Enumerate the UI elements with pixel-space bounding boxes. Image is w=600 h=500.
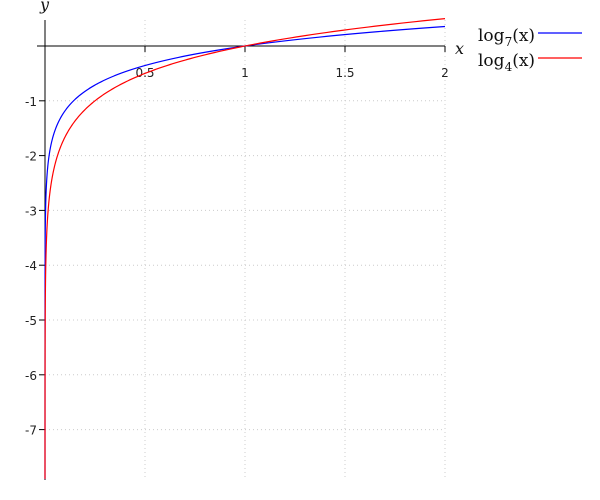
legend-label-base: log [478,51,505,71]
y-axis-label: y [39,0,50,14]
legend: log7(x)log4(x) [478,26,582,74]
legend-label: log4(x) [478,51,535,74]
x-tick-label: 1 [241,66,249,80]
legend-label-subscript: 4 [505,60,513,74]
y-tick-label: -2 [25,150,37,164]
x-axis-label: x [455,39,464,58]
y-tick-label: -3 [25,204,37,218]
legend-label: log7(x) [478,26,535,49]
x-tick-label: 1.5 [335,66,354,80]
grid [45,20,446,480]
x-tick-label: 2 [441,66,449,80]
legend-label-base: log [478,26,505,46]
legend-label-arg: (x) [512,51,535,71]
y-tick-label: -4 [25,259,37,273]
series-line-log4(x) [44,18,446,479]
curves [44,18,446,479]
legend-label-arg: (x) [512,26,535,46]
y-tick-label: -5 [25,314,37,328]
legend-label-subscript: 7 [505,35,513,49]
y-tick-label: -6 [25,369,37,383]
y-tick-label: -1 [25,95,37,109]
y-tick-label: -7 [25,424,37,438]
